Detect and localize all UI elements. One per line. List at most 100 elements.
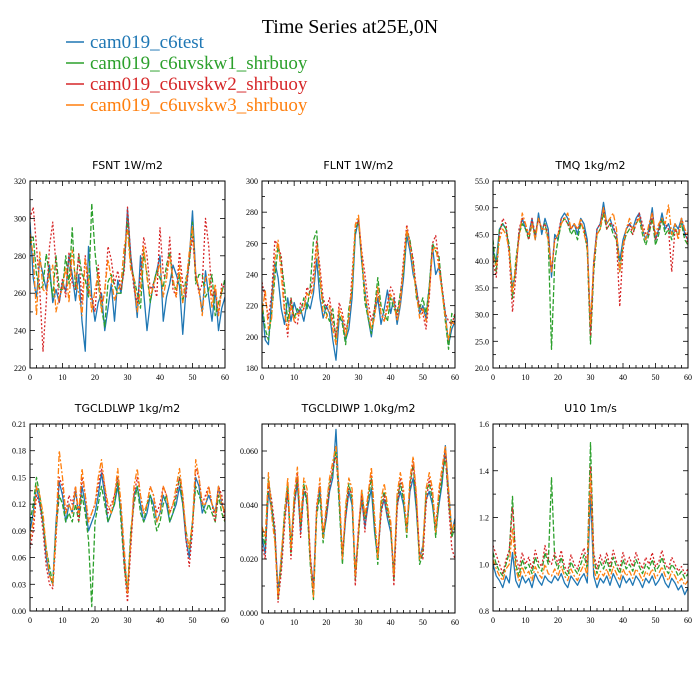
y-tick-label: 1.2: [479, 514, 489, 523]
series-group: [262, 428, 455, 603]
figure-title: Time Series at25E,0N: [262, 16, 438, 38]
y-tick-label: 0.15: [12, 473, 26, 482]
x-tick-label: 10: [290, 373, 298, 382]
y-tick-label: 280: [14, 252, 26, 261]
y-tick-label: 280: [246, 208, 258, 217]
x-tick-label: 20: [322, 618, 330, 627]
x-tick-label: 60: [221, 616, 229, 625]
panel: U10 1m/s 0 10 20 30 40 50 60 0.8 1.0 1.2 1.4 1.6: [479, 402, 692, 625]
panel-title: TGCLDIWP 1.0kg/m2: [300, 402, 415, 415]
panel-title: TGCLDLWP 1kg/m2: [74, 402, 180, 415]
series-line: [493, 442, 688, 579]
panel: FSNT 1W/m2 0 10 20 30 40 50 60 220 240 260 280 300 32…: [14, 159, 229, 382]
x-tick-label: 10: [290, 618, 298, 627]
x-tick-label: 30: [355, 373, 363, 382]
series-line: [30, 206, 225, 352]
legend-label: cam019_c6test: [90, 32, 205, 53]
y-tick-label: 25.0: [475, 337, 489, 346]
legend-label: cam019_c6uvskw2_shrbuoy: [90, 74, 308, 95]
series-group: [493, 442, 688, 596]
x-tick-label: 40: [619, 373, 627, 382]
y-tick-label: 1.4: [479, 467, 489, 476]
y-tick-label: 40.0: [475, 257, 489, 266]
series-line: [262, 450, 455, 603]
y-tick-label: 50.0: [475, 204, 489, 213]
x-tick-label: 60: [221, 373, 229, 382]
y-tick-label: 0.12: [12, 500, 26, 509]
y-tick-label: 220: [246, 302, 258, 311]
legend: cam019_c6testcam019_c6uvskw1_shrbuoycam0…: [66, 32, 308, 116]
x-tick-label: 0: [260, 373, 264, 382]
y-tick-label: 0.040: [240, 501, 258, 510]
x-tick-label: 0: [491, 373, 495, 382]
y-tick-label: 200: [246, 333, 258, 342]
series-line: [30, 467, 225, 603]
y-tick-label: 55.0: [475, 177, 489, 186]
series-group: [30, 450, 225, 608]
series-line: [262, 214, 455, 346]
legend-label: cam019_c6uvskw3_shrbuoy: [90, 95, 308, 116]
x-tick-label: 30: [587, 373, 595, 382]
legend-entry: cam019_c6uvskw1_shrbuoy: [66, 53, 308, 74]
y-tick-label: 45.0: [475, 230, 489, 239]
y-tick-label: 320: [14, 177, 26, 186]
series-line: [30, 208, 225, 352]
series-line: [30, 225, 225, 317]
series-line: [493, 204, 688, 326]
x-tick-label: 10: [522, 373, 530, 382]
x-tick-label: 50: [419, 373, 427, 382]
y-tick-label: 20.0: [475, 364, 489, 373]
series-line: [262, 444, 455, 598]
y-tick-label: 260: [246, 239, 258, 248]
panel-title: U10 1m/s: [564, 402, 617, 415]
x-tick-label: 0: [491, 616, 495, 625]
x-tick-label: 10: [59, 616, 67, 625]
x-tick-label: 60: [451, 373, 459, 382]
x-tick-label: 0: [28, 373, 32, 382]
series-line: [493, 474, 688, 586]
y-tick-label: 0.020: [240, 555, 258, 564]
y-tick-label: 300: [246, 177, 258, 186]
y-tick-label: 0.03: [12, 580, 26, 589]
y-tick-label: 240: [246, 271, 258, 280]
series-line: [493, 212, 688, 350]
panels: FSNT 1W/m20 10 20 30 40 50 6022024026028030032…: [12, 159, 692, 627]
legend-entry: cam019_c6uvskw2_shrbuoy: [66, 74, 308, 95]
y-tick-label: 1.6: [479, 420, 489, 429]
x-tick-label: 40: [156, 616, 164, 625]
panel: TGCLDIWP 1.0kg/m2 0 10 20 30 40 50 60 0.000 0.020…: [240, 402, 459, 627]
x-tick-label: 60: [684, 616, 692, 625]
x-tick-label: 30: [124, 373, 132, 382]
x-tick-label: 60: [684, 373, 692, 382]
y-tick-label: 0.060: [240, 447, 258, 456]
y-tick-label: 220: [14, 364, 26, 373]
x-tick-label: 20: [91, 373, 99, 382]
x-tick-label: 60: [451, 618, 459, 627]
panel: TMQ 1kg/m2 0 10 20 30 40 50 60 20.0 25.0 30.0 35.0 4…: [475, 159, 692, 382]
y-tick-label: 0.09: [12, 527, 26, 536]
x-tick-label: 40: [619, 616, 627, 625]
series-group: [262, 214, 455, 361]
x-tick-label: 20: [554, 373, 562, 382]
legend-entry: cam019_c6test: [66, 32, 205, 53]
y-tick-label: 300: [14, 214, 26, 223]
series-group: [30, 202, 225, 352]
x-tick-label: 50: [652, 616, 660, 625]
legend-label: cam019_c6uvskw1_shrbuoy: [90, 53, 308, 74]
panel: TGCLDLWP 1kg/m2 0 10 20 30 40 50 60 0.00 0.03 0.06…: [12, 402, 229, 625]
series-line: [493, 493, 688, 596]
y-tick-label: 0.00: [12, 607, 26, 616]
x-tick-label: 50: [189, 373, 197, 382]
panel-title: FLNT 1W/m2: [323, 159, 393, 172]
x-tick-label: 30: [124, 616, 132, 625]
x-tick-label: 40: [387, 373, 395, 382]
y-tick-label: 180: [246, 364, 258, 373]
x-tick-label: 40: [387, 618, 395, 627]
x-tick-label: 10: [59, 373, 67, 382]
legend-entry: cam019_c6uvskw3_shrbuoy: [66, 95, 308, 116]
x-tick-label: 30: [587, 616, 595, 625]
x-tick-label: 0: [260, 618, 264, 627]
x-tick-label: 20: [91, 616, 99, 625]
